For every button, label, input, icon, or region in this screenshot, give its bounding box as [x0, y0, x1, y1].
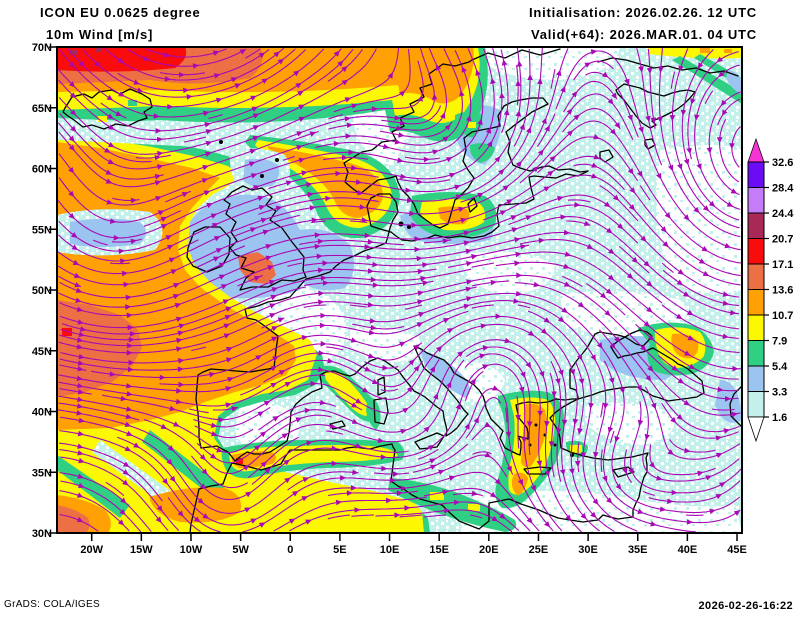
lat-tick-label: 50N	[32, 285, 52, 297]
colorbar-tick-label: 13.6	[772, 285, 793, 297]
streamline-arrowheads	[68, 49, 741, 528]
grads-credit: GrADS: COLA/IGES	[4, 599, 100, 610]
lon-tick-label: 15E	[429, 544, 449, 556]
lon-tick-label: 45E	[727, 544, 747, 556]
lon-tick-label: 5E	[333, 544, 346, 556]
streamline-paths	[57, 47, 742, 533]
lon-tick-label: 30E	[578, 544, 598, 556]
colorbar-segment	[747, 365, 765, 392]
colorbar-segment	[747, 263, 765, 290]
lon-tick-label: 25E	[529, 544, 549, 556]
lat-tick-label: 30N	[32, 528, 52, 540]
axes: 70N 65N 60N 55N 50N 45N 40N 35N 30N 20W 15W 10W 5W 0 5…	[32, 42, 747, 556]
lon-tick-label: 20W	[80, 544, 103, 556]
colorbar-legend: 32.6 28.4 24.4 20.7 17.1 13.6 10.7 7.9 5.4 3.3 1.6	[747, 137, 794, 443]
model-title: ICON EU 0.0625 degree	[40, 5, 201, 20]
lon-tick-label: 40E	[678, 544, 698, 556]
valid-time: Valid(+64): 2026.MAR.01. 04 UTC	[530, 27, 757, 42]
colorbar-tick-label: 17.1	[772, 259, 793, 271]
render-timestamp: 2026-02-26-16:22	[698, 600, 793, 612]
colorbar-segment	[747, 314, 765, 341]
colorbar-tick-label: 7.9	[772, 336, 787, 348]
colorbar-segment	[747, 238, 765, 265]
colorbar-tick-label: 10.7	[772, 310, 793, 322]
init-time: Initialisation: 2026.02.26. 12 UTC	[528, 5, 757, 20]
colorbar-tick-label: 28.4	[772, 183, 794, 195]
colorbar-tick-label: 24.4	[772, 208, 794, 220]
lon-tick-label: 0	[287, 544, 293, 556]
colorbar-tick-label: 1.6	[772, 412, 787, 424]
lon-tick-label: 10E	[380, 544, 400, 556]
colorbar-segment	[747, 340, 765, 367]
colorbar-tick-label: 32.6	[772, 157, 793, 169]
colorbar-tick-label: 5.4	[772, 361, 788, 373]
colorbar-segment	[747, 212, 765, 239]
colorbar-above-max	[747, 137, 765, 163]
lat-tick-label: 55N	[32, 224, 52, 236]
lat-tick-label: 40N	[32, 407, 52, 419]
streamlines	[57, 47, 742, 533]
lat-tick-label: 35N	[32, 467, 52, 479]
lat-tick-label: 60N	[32, 164, 52, 176]
lat-tick-label: 65N	[32, 103, 52, 115]
lat-tick-label: 45N	[32, 346, 52, 358]
lon-tick-label: 35E	[628, 544, 648, 556]
lon-tick-label: 10W	[180, 544, 203, 556]
colorbar-segment	[747, 391, 765, 418]
lon-tick-label: 20E	[479, 544, 499, 556]
colorbar-segment	[747, 289, 765, 316]
colorbar-segment	[747, 187, 765, 214]
lon-tick-label: 5W	[232, 544, 249, 556]
lat-tick-label: 70N	[32, 42, 52, 54]
colorbar-segment	[747, 161, 765, 188]
lon-tick-label: 15W	[130, 544, 153, 556]
coastlines	[62, 48, 742, 533]
colorbar-tick-label: 3.3	[772, 387, 787, 399]
colorbar-below-min	[747, 416, 765, 443]
colorbar-tick-label: 20.7	[772, 234, 793, 246]
field-title: 10m Wind [m/s]	[46, 27, 154, 42]
